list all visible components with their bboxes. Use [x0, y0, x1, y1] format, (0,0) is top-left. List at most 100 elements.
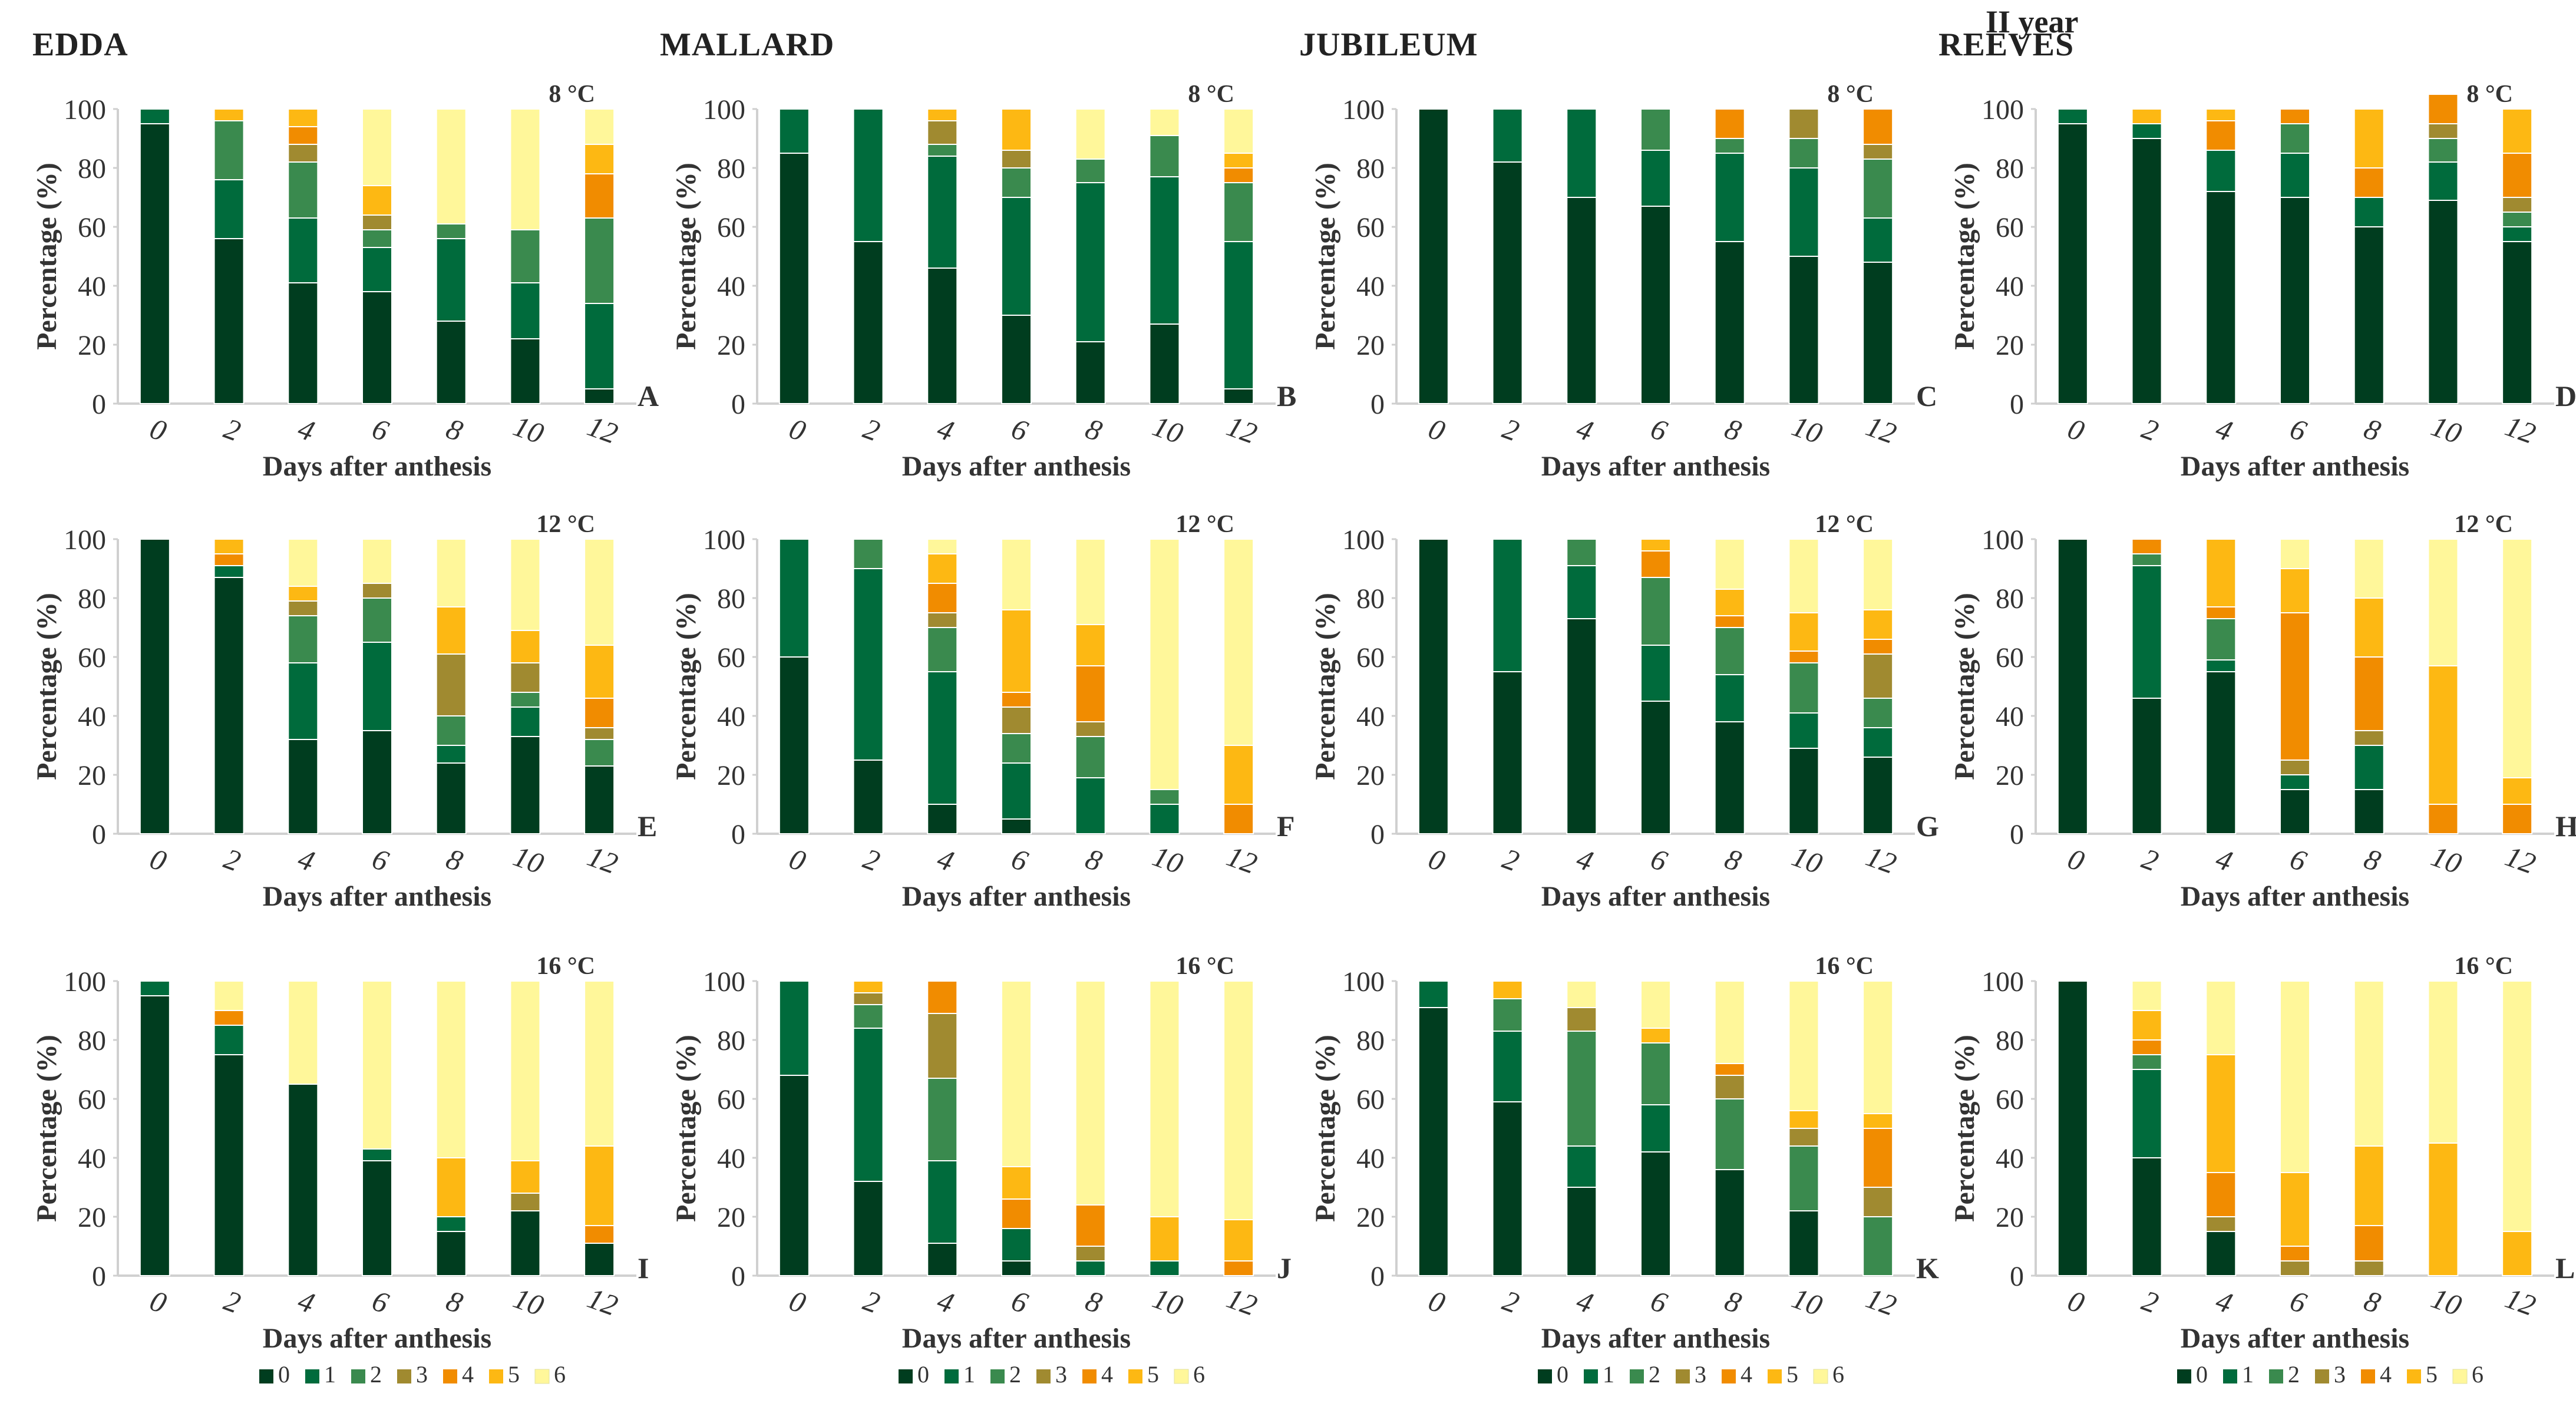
bar-segment-e-day6-score6: [362, 539, 392, 584]
bar-segment-k-day4-score0: [1566, 1187, 1597, 1276]
bar-segment-f-day8-score4: [1075, 665, 1106, 722]
bar-segment-a-day4-score0: [288, 282, 319, 404]
bar-segment-g-day6-score5: [1640, 539, 1671, 552]
legend: 0 1 2 3 4 5 6: [259, 1361, 566, 1388]
bar-segment-c-day6-score0: [1640, 206, 1671, 404]
y-tick-label: 0: [2010, 819, 2024, 850]
legend-label-5: 5: [1786, 1361, 1798, 1388]
x-tick-label: 6: [1007, 1283, 1032, 1319]
bar-segment-d-day10-score3: [2428, 123, 2459, 139]
bar-segment-k-day10-score3: [1788, 1128, 1819, 1147]
bar-segment-b-day8-score2: [1075, 158, 1106, 183]
bar-segment-g-day8-score4: [1714, 615, 1745, 628]
bar-segment-d-day10-score0: [2428, 200, 2459, 404]
bar-segment-b-day6-score1: [1001, 197, 1032, 316]
x-tick-label: 0: [1424, 841, 1449, 877]
x-tick-label: 4: [933, 1283, 959, 1319]
y-tick-label: 20: [78, 330, 106, 361]
panel-letter: G: [1916, 810, 1939, 843]
bar-segment-g-day8-score5: [1714, 589, 1745, 616]
bar-segment-e-day8-score6: [435, 539, 467, 607]
bar-segment-k-day12-score6: [1862, 980, 1894, 1114]
bar-segment-d-day6-score1: [2280, 153, 2310, 198]
bar-segment-k-day12-score5: [1862, 1113, 1894, 1129]
x-tick-label: 8: [2360, 411, 2385, 447]
temperature-label: 12 °C: [1815, 511, 1874, 538]
bar-segment-j-day6-score5: [1001, 1166, 1032, 1200]
x-tick-label: 8: [1081, 841, 1107, 877]
bar-segment-j-day4-score2: [927, 1078, 958, 1161]
y-tick-label: 40: [1996, 271, 2024, 302]
bar-segment-d-day8-score4: [2353, 167, 2385, 198]
bar-segment-g-day4-score0: [1566, 618, 1597, 834]
bar-segment-a-day8-score0: [435, 321, 467, 404]
bar-segment-h-day10-score6: [2428, 539, 2459, 666]
x-tick-label: 4: [933, 841, 959, 877]
y-tick-label: 40: [1996, 701, 2024, 732]
bar-segment-d-day2-score0: [2131, 138, 2162, 404]
legend-swatch-0: [1538, 1369, 1552, 1383]
bar-segment-a-day2-score0: [213, 238, 245, 404]
bar-segment-a-day4-score3: [288, 144, 319, 163]
bar-segment-b-day12-score6: [1223, 108, 1254, 154]
y-tick-label: 100: [1981, 524, 2024, 556]
x-tick-label: 0: [1424, 411, 1449, 447]
bar-segment-b-day8-score6: [1075, 108, 1106, 160]
bar-segment-g-day10-score2: [1788, 662, 1819, 714]
x-tick-label: 6: [1646, 841, 1672, 877]
bar-segment-g-day6-score1: [1640, 645, 1671, 702]
y-tick-label: 40: [78, 271, 106, 302]
bar-segment-l-day8-score4: [2353, 1225, 2385, 1262]
chart-panel-a: 0 20 40 60 80 100 Percentage (%) 8 °C A 0 2 4 6 8 10 12…: [31, 81, 659, 482]
x-tick-label: 2: [1498, 841, 1524, 877]
bar-segment-c-day4-score0: [1566, 197, 1597, 404]
bar-segment-f-day6-score3: [1001, 706, 1032, 734]
y-tick-label: 60: [78, 212, 106, 243]
x-tick-label: 2: [2138, 1283, 2163, 1319]
x-axis-label: Days after anthesis: [1541, 1323, 1770, 1354]
bar-segment-j-day2-score5: [853, 980, 884, 993]
bar-segment-k-day12-score4: [1862, 1128, 1894, 1188]
x-tick-label: 0: [1424, 1283, 1449, 1319]
bar-segment-g-day8-score0: [1714, 721, 1745, 834]
panel-letter: F: [1277, 810, 1295, 843]
bar-segment-f-day0-score0: [778, 656, 810, 834]
bar-segment-e-day4-score1: [288, 662, 319, 740]
y-tick-label: 100: [64, 94, 106, 126]
bar-segment-d-day8-score1: [2353, 197, 2385, 227]
panel-letter: E: [638, 810, 657, 843]
bar-segment-b-day0-score1: [778, 108, 810, 154]
bar-segment-e-day8-score1: [435, 745, 467, 764]
x-axis-label: Days after anthesis: [263, 1323, 491, 1354]
x-tick-label: 4: [933, 411, 959, 447]
bar-segment-e-day6-score1: [362, 642, 392, 731]
bar-segment-j-day6-score1: [1001, 1228, 1032, 1262]
bar-segment-k-day4-score1: [1566, 1145, 1597, 1188]
x-tick-label: 10: [1148, 1281, 1187, 1322]
panel-letter: D: [2555, 379, 2576, 412]
chart-panel-g: 0 20 40 60 80 100 Percentage (%) 12 °C G 0 2 4 6 8 10 1…: [1310, 511, 1939, 912]
bar-segment-a-day12-score5: [584, 144, 615, 174]
x-tick-label: 12: [1862, 409, 1901, 450]
x-tick-label: 10: [1788, 409, 1827, 450]
bar-segment-e-day2-score4: [213, 553, 245, 566]
y-tick-label: 80: [1996, 583, 2024, 615]
x-tick-label: 8: [442, 411, 467, 447]
y-tick-label: 20: [1356, 330, 1385, 361]
bar-segment-f-day10-score2: [1149, 789, 1180, 805]
bar-segment-j-day4-score1: [927, 1160, 958, 1244]
bar-segment-l-day12-score6: [2502, 980, 2533, 1232]
x-tick-label: 6: [368, 841, 393, 877]
bar-segment-k-day6-score0: [1640, 1151, 1671, 1276]
bar-segment-j-day10-score1: [1149, 1260, 1180, 1276]
bar-segment-j-day8-score1: [1075, 1260, 1106, 1276]
bar-segment-a-day6-score5: [362, 185, 392, 216]
x-tick-label: 12: [1223, 1281, 1261, 1322]
x-tick-label: 12: [583, 409, 622, 450]
bar-segment-a-day4-score2: [288, 161, 319, 219]
y-tick-label: 20: [717, 330, 745, 361]
bar-segment-a-day4-score4: [288, 126, 319, 145]
bar-segment-j-day8-score4: [1075, 1204, 1106, 1247]
bar-segment-l-day2-score6: [2131, 980, 2162, 1011]
